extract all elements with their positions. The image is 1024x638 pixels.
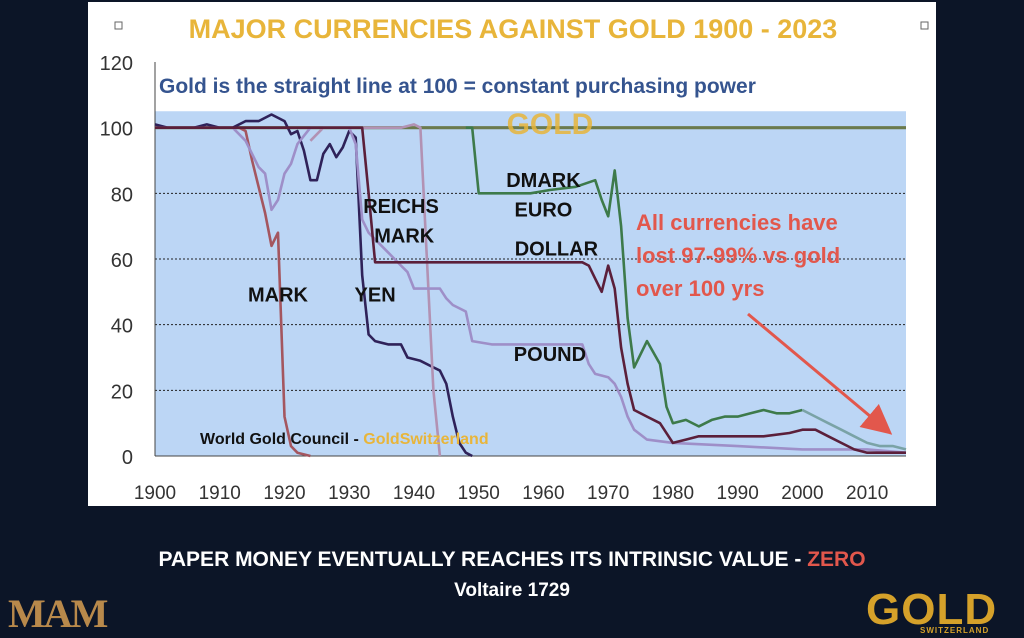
x-tick-label-1980: 1980 <box>652 483 694 504</box>
y-tick-label-40: 40 <box>111 316 133 338</box>
series-label-dollar-4: DOLLAR <box>515 239 599 261</box>
x-tick-label-1940: 1940 <box>393 483 435 504</box>
annotation-line-2: lost 97-99% vs gold <box>636 243 840 268</box>
series-line-pound <box>155 126 907 454</box>
series-label-yen-1: YEN <box>355 285 396 307</box>
logo-gold-text: GOLD <box>866 585 998 634</box>
chart-subtitle: Gold is the straight line at 100 = const… <box>159 75 756 98</box>
y-tick-label-60: 60 <box>111 250 133 272</box>
annotation-arrow <box>747 312 893 435</box>
caption-line: PAPER MONEY EVENTUALLY REACHES ITS INTRI… <box>0 548 1024 572</box>
x-tick-label-1990: 1990 <box>717 483 759 504</box>
series-label-gold-8: GOLD <box>507 108 594 141</box>
currency-chart: MAJOR CURRENCIES AGAINST GOLD 1900 - 202… <box>100 14 929 504</box>
y-tick-label-80: 80 <box>111 184 133 206</box>
series-label-euro-6: EURO <box>515 199 573 221</box>
x-tick-label-1900: 1900 <box>134 483 176 504</box>
logo-switzerland-text: SWITZERLAND <box>920 626 990 635</box>
caption-highlight: ZERO <box>807 548 866 571</box>
mam-logo: MAM <box>8 591 108 636</box>
caption-author: Voltaire 1729 <box>454 580 570 601</box>
chart-panel: MAJOR CURRENCIES AGAINST GOLD 1900 - 202… <box>88 2 936 506</box>
series-line-euro <box>801 408 907 451</box>
x-tick-label-1920: 1920 <box>263 483 305 504</box>
caption-text: PAPER MONEY EVENTUALLY REACHES ITS INTRI… <box>158 548 808 571</box>
x-tick-label-1910: 1910 <box>199 483 241 504</box>
x-tick-label-2010: 2010 <box>846 483 888 504</box>
series-line-dollar <box>155 126 906 454</box>
annotation-line-3: over 100 yrs <box>636 276 764 301</box>
series-label-dmark-5: DMARK <box>506 170 581 192</box>
y-tick-label-120: 120 <box>100 53 133 75</box>
source-text: World Gold Council - <box>200 431 363 448</box>
x-tick-label-1930: 1930 <box>328 483 370 504</box>
y-tick-label-100: 100 <box>100 119 133 141</box>
goldswitzerland-logo: GOLD SWITZERLAND <box>866 585 1016 635</box>
series-label-mark-3: MARK <box>374 226 435 248</box>
x-tick-label-1960: 1960 <box>522 483 564 504</box>
title-marker-left <box>114 21 123 30</box>
series-label-pound-7: POUND <box>514 344 586 366</box>
series-line-dmark <box>465 126 803 428</box>
annotation-line-1: All currencies have <box>636 210 838 235</box>
chart-title: MAJOR CURRENCIES AGAINST GOLD 1900 - 202… <box>189 14 838 44</box>
chart-source: World Gold Council - GoldSwitzerland <box>200 431 489 448</box>
x-tick-label-1950: 1950 <box>458 483 500 504</box>
x-tick-label-2000: 2000 <box>781 483 823 504</box>
title-marker-right <box>920 21 929 30</box>
y-tick-label-0: 0 <box>122 447 133 469</box>
source-brand: GoldSwitzerland <box>363 431 488 448</box>
x-tick-label-1970: 1970 <box>587 483 629 504</box>
series-label-reichs-2: REICHS <box>363 196 439 218</box>
series-line-mark <box>155 126 311 458</box>
plot-background <box>155 111 906 456</box>
series-label-mark-0: MARK <box>248 285 309 307</box>
y-tick-label-20: 20 <box>111 381 133 403</box>
